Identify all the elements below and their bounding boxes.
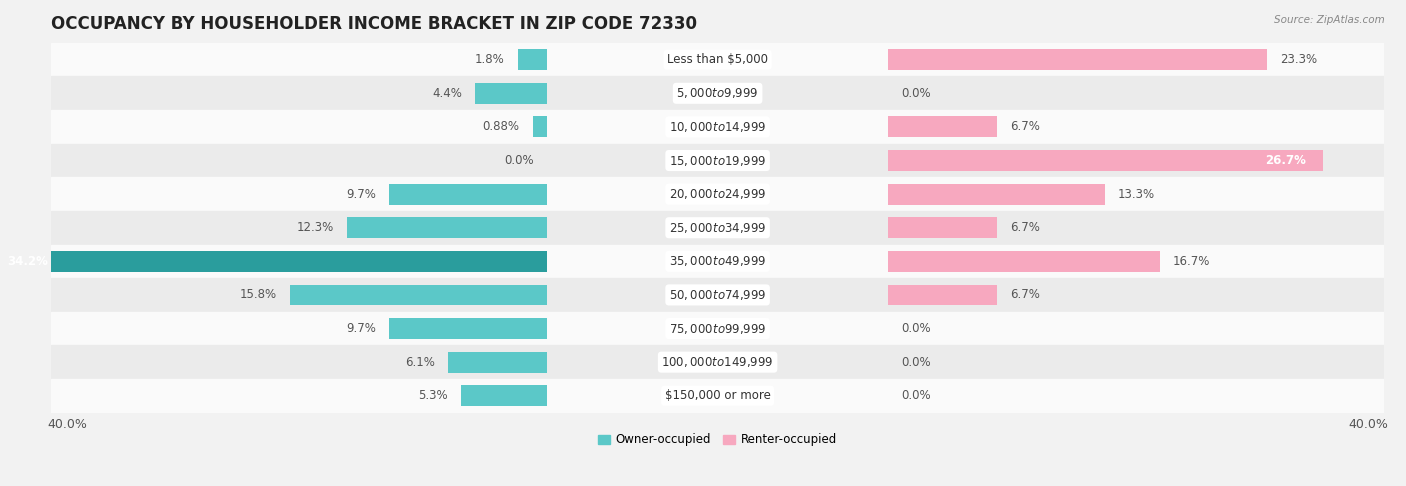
Bar [889, 184, 1105, 205]
Text: 0.88%: 0.88% [482, 121, 520, 133]
Bar [533, 117, 547, 138]
Text: $15,000 to $19,999: $15,000 to $19,999 [669, 154, 766, 168]
Text: $25,000 to $34,999: $25,000 to $34,999 [669, 221, 766, 235]
Text: $100,000 to $149,999: $100,000 to $149,999 [661, 355, 773, 369]
Bar [475, 83, 547, 104]
Text: Source: ZipAtlas.com: Source: ZipAtlas.com [1274, 15, 1385, 25]
Text: $150,000 or more: $150,000 or more [665, 389, 770, 402]
Bar [889, 217, 997, 238]
Text: 5.3%: 5.3% [418, 389, 447, 402]
Text: $10,000 to $14,999: $10,000 to $14,999 [669, 120, 766, 134]
Bar [51, 76, 1385, 110]
Text: 34.2%: 34.2% [7, 255, 48, 268]
Text: 1.8%: 1.8% [475, 53, 505, 66]
Text: 13.3%: 13.3% [1118, 188, 1154, 201]
Text: $5,000 to $9,999: $5,000 to $9,999 [676, 87, 759, 100]
Bar [447, 352, 547, 373]
Text: 6.7%: 6.7% [1011, 121, 1040, 133]
Text: $35,000 to $49,999: $35,000 to $49,999 [669, 254, 766, 268]
Text: 26.7%: 26.7% [1265, 154, 1306, 167]
Text: 0.0%: 0.0% [901, 322, 931, 335]
Bar [51, 379, 1385, 413]
Bar [51, 43, 1385, 76]
Text: 9.7%: 9.7% [346, 322, 377, 335]
Bar [461, 385, 547, 406]
Text: 16.7%: 16.7% [1173, 255, 1211, 268]
Text: 23.3%: 23.3% [1281, 53, 1317, 66]
Bar [51, 144, 1385, 177]
Text: 0.0%: 0.0% [901, 389, 931, 402]
Text: 0.0%: 0.0% [901, 356, 931, 369]
Bar [51, 244, 1385, 278]
Bar [51, 312, 1385, 346]
Text: 0.0%: 0.0% [505, 154, 534, 167]
Text: 6.7%: 6.7% [1011, 288, 1040, 301]
Bar [51, 278, 1385, 312]
Bar [389, 184, 547, 205]
Bar [889, 284, 997, 305]
Bar [889, 150, 1323, 171]
Bar [389, 318, 547, 339]
Bar [889, 251, 1160, 272]
Bar [517, 49, 547, 70]
Bar [889, 117, 997, 138]
Text: $50,000 to $74,999: $50,000 to $74,999 [669, 288, 766, 302]
Text: 0.0%: 0.0% [901, 87, 931, 100]
Bar [0, 251, 547, 272]
Text: 6.7%: 6.7% [1011, 221, 1040, 234]
Bar [51, 110, 1385, 144]
Bar [51, 211, 1385, 244]
Text: 4.4%: 4.4% [433, 87, 463, 100]
Bar [889, 49, 1267, 70]
Text: Less than $5,000: Less than $5,000 [666, 53, 768, 66]
Text: $75,000 to $99,999: $75,000 to $99,999 [669, 322, 766, 335]
Text: 15.8%: 15.8% [240, 288, 277, 301]
Bar [51, 346, 1385, 379]
Text: 9.7%: 9.7% [346, 188, 377, 201]
Bar [347, 217, 547, 238]
Text: 6.1%: 6.1% [405, 356, 434, 369]
Bar [290, 284, 547, 305]
Text: 12.3%: 12.3% [297, 221, 333, 234]
Text: $20,000 to $24,999: $20,000 to $24,999 [669, 187, 766, 201]
Legend: Owner-occupied, Renter-occupied: Owner-occupied, Renter-occupied [593, 429, 842, 451]
Bar [51, 177, 1385, 211]
Text: OCCUPANCY BY HOUSEHOLDER INCOME BRACKET IN ZIP CODE 72330: OCCUPANCY BY HOUSEHOLDER INCOME BRACKET … [51, 15, 697, 33]
